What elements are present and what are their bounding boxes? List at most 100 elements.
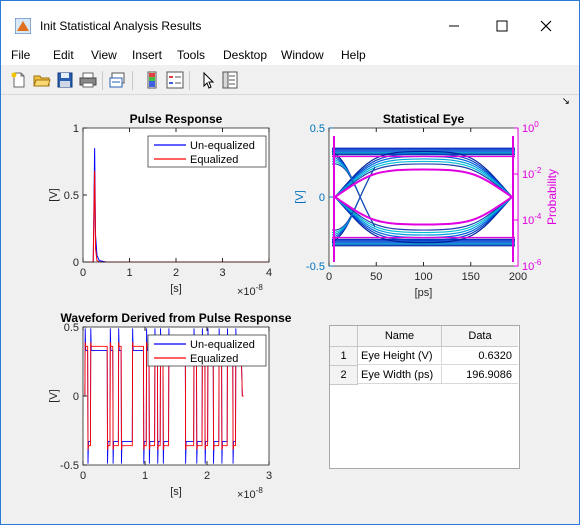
- chart-title: Statistical Eye: [383, 112, 465, 126]
- minimize-icon[interactable]: [431, 11, 477, 41]
- legend-entry: Un-equalized: [190, 339, 255, 351]
- y-tick-label: 0.5: [64, 190, 79, 202]
- table-cell-name[interactable]: Eye Width (ps): [358, 366, 442, 384]
- x-tick-label: 200: [509, 271, 527, 283]
- table-corner-header: [330, 326, 358, 347]
- x-axis-label: [s]: [170, 486, 182, 498]
- x-tick-label: 0: [326, 271, 332, 283]
- property-editor-icon[interactable]: [221, 71, 239, 89]
- legend-entry: Equalized: [190, 353, 238, 365]
- eye-diagram: [331, 136, 515, 262]
- x-tick-label: 1: [142, 470, 148, 482]
- x-axis-label: [s]: [170, 283, 182, 295]
- x-exponent-label: ×10-8: [237, 486, 263, 501]
- menu-file[interactable]: File: [11, 48, 31, 62]
- results-table[interactable]: Name Data 1 Eye Height (V) 0.6320 2 Eye …: [329, 325, 520, 469]
- right-axis-label: Probability: [545, 169, 559, 225]
- menu-desktop[interactable]: Desktop: [223, 48, 268, 62]
- x-tick-label: 3: [219, 267, 225, 279]
- eye-trace: [331, 163, 376, 228]
- insert-colorbar-icon[interactable]: [143, 71, 161, 89]
- y-tick-label: 1: [73, 123, 79, 135]
- menu-tools[interactable]: Tools: [177, 48, 206, 62]
- legend-box: [147, 135, 267, 168]
- y-tick-label: 0: [73, 391, 79, 403]
- menu-view[interactable]: View: [91, 48, 117, 62]
- x-tick-label: 1: [126, 267, 132, 279]
- x-tick-label: 3: [266, 470, 272, 482]
- eye-trace: [334, 160, 513, 198]
- menu-edit[interactable]: Edit: [53, 48, 74, 62]
- menu-help[interactable]: Help: [341, 48, 366, 62]
- y-tick-label: -0.5: [60, 460, 79, 472]
- eye-contour: [334, 196, 513, 226]
- eye-trace: [334, 158, 513, 198]
- chart-title: Waveform Derived from Pulse Response: [61, 311, 292, 325]
- eye-trace: [334, 153, 513, 198]
- y-tick-label: 0.5: [64, 322, 79, 334]
- eye-contour: [334, 168, 513, 198]
- legend-entry: Equalized: [190, 154, 238, 166]
- x-tick-label: 100: [414, 271, 432, 283]
- toolbar-separator: [102, 71, 103, 90]
- x-tick-label: 0: [80, 267, 86, 279]
- eye-trace: [334, 163, 513, 198]
- save-icon[interactable]: [56, 71, 74, 89]
- table-cell-data[interactable]: 196.9086: [442, 366, 518, 384]
- eye-trace: [334, 196, 513, 234]
- x-tick-label: 2: [204, 470, 210, 482]
- toolbar-separator: [189, 71, 190, 90]
- right-y-tick-label: 10-6: [522, 258, 542, 273]
- right-y-tick-label: 10-4: [522, 212, 542, 227]
- table-header-name[interactable]: Name: [358, 326, 442, 347]
- matlab-figure-icon: [15, 18, 31, 34]
- eye-trace: [334, 196, 513, 244]
- window-title: Init Statistical Analysis Results: [40, 19, 202, 33]
- y-axis-label: [V]: [294, 190, 306, 203]
- legend-box: [147, 334, 267, 367]
- series-line-equalized: [83, 342, 244, 450]
- x-axis-label: [ps]: [415, 287, 433, 299]
- print-icon[interactable]: [79, 71, 97, 89]
- close-icon[interactable]: [523, 11, 569, 41]
- y-axis-label: [V]: [48, 188, 60, 201]
- eye-trace: [334, 196, 513, 231]
- table-cell-name[interactable]: Eye Height (V): [358, 347, 442, 365]
- eye-trace: [334, 150, 513, 198]
- x-exponent-label: ×10-8: [237, 283, 263, 298]
- y-tick-label: -0.5: [306, 261, 325, 273]
- dock-arrow-icon[interactable]: ↘: [561, 96, 570, 107]
- toolbar-separator: [132, 71, 133, 90]
- chart-title: Pulse Response: [130, 112, 223, 126]
- table-header-data[interactable]: Data: [442, 326, 518, 347]
- x-tick-label: 50: [370, 271, 382, 283]
- toolbar: [1, 67, 579, 95]
- y-tick-label: 0: [319, 192, 325, 204]
- title-bar[interactable]: Init Statistical Analysis Results: [1, 1, 579, 47]
- pointer-icon[interactable]: [199, 71, 217, 89]
- x-tick-label: 0: [80, 470, 86, 482]
- y-tick-label: 0: [73, 257, 79, 269]
- y-tick-label: 0.5: [310, 123, 325, 135]
- insert-legend-icon[interactable]: [166, 71, 184, 89]
- link-plot-icon[interactable]: [109, 71, 127, 89]
- table-row-index[interactable]: 1: [330, 347, 358, 366]
- x-tick-label: 4: [266, 267, 272, 279]
- menu-insert[interactable]: Insert: [132, 48, 163, 62]
- new-figure-icon[interactable]: [10, 71, 28, 89]
- right-y-tick-label: 100: [522, 120, 539, 135]
- x-tick-label: 2: [173, 267, 179, 279]
- legend-entry: Un-equalized: [190, 140, 255, 152]
- y-axis-label: [V]: [48, 389, 60, 402]
- maximize-icon[interactable]: [479, 11, 525, 41]
- open-file-icon[interactable]: [33, 71, 51, 89]
- eye-trace: [334, 196, 513, 236]
- table-row-index[interactable]: 2: [330, 366, 358, 385]
- menu-window[interactable]: Window: [281, 48, 324, 62]
- eye-trace: [334, 196, 513, 241]
- table-cell-data[interactable]: 0.6320: [442, 347, 518, 365]
- eye-trace: [331, 166, 376, 231]
- menu-bar: File Edit View Insert Tools Desktop Wind…: [1, 47, 579, 107]
- x-tick-label: 150: [462, 271, 480, 283]
